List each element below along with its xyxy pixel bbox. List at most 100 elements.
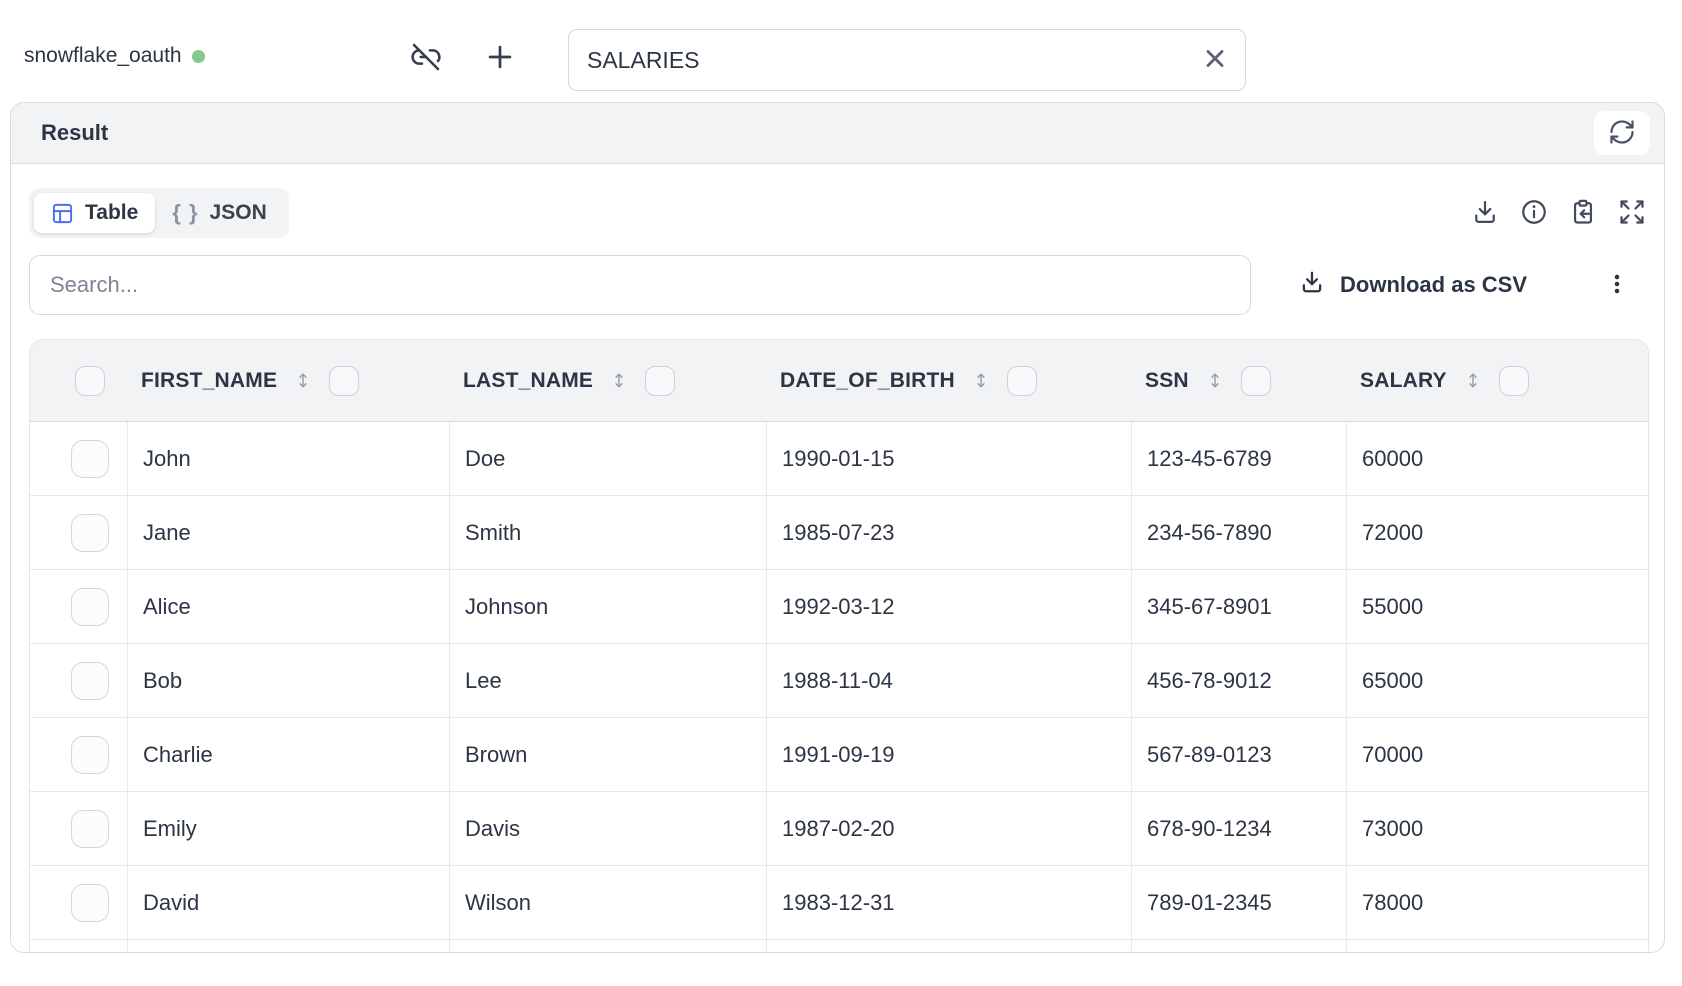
table-body: John Doe 1990-01-15 123-45-6789 60000 Jane Smi… bbox=[30, 422, 1648, 952]
view-toggle-row: Table { } JSON bbox=[29, 188, 1646, 238]
table-cell: Charlie bbox=[128, 718, 450, 791]
table-name-field bbox=[568, 29, 1246, 91]
row-checkbox[interactable] bbox=[70, 809, 109, 848]
row-select-cell bbox=[30, 792, 128, 865]
row-select-cell bbox=[30, 644, 128, 717]
connection-label: snowflake_oauth bbox=[24, 44, 205, 68]
table-cell: 789-01-2345 bbox=[1132, 866, 1347, 939]
column-header-ssn: SSN bbox=[1132, 365, 1347, 396]
connection-name: snowflake_oauth bbox=[24, 44, 182, 67]
column-header-label: SALARY bbox=[1360, 368, 1447, 392]
column-header-label: FIRST_NAME bbox=[141, 368, 278, 392]
view-toggle: Table { } JSON bbox=[29, 188, 289, 238]
row-select-cell bbox=[30, 718, 128, 791]
table-cell: Lee bbox=[450, 644, 767, 717]
column-header-label: SSN bbox=[1145, 368, 1189, 392]
row-checkbox[interactable] bbox=[70, 439, 109, 478]
table-cell: 678-90-1234 bbox=[1132, 792, 1347, 865]
download-csv-button[interactable]: Download as CSV bbox=[1299, 269, 1527, 301]
table-cell: Johnson bbox=[450, 570, 767, 643]
result-table: FIRST_NAME LAST_NAME DATE_OF_BIRTH SSN SALAR… bbox=[29, 339, 1649, 952]
column-checkbox[interactable] bbox=[1498, 365, 1529, 396]
table-row: David Wilson 1983-12-31 789-01-2345 78000 bbox=[30, 866, 1648, 940]
table-cell bbox=[128, 940, 450, 952]
table-cell: 123-45-6789 bbox=[1132, 422, 1347, 495]
sort-icon[interactable] bbox=[1463, 368, 1483, 393]
table-cell bbox=[1347, 940, 1648, 952]
result-panel: Result Table bbox=[10, 102, 1665, 953]
table-cell: 65000 bbox=[1362, 667, 1424, 693]
download-csv-label: Download as CSV bbox=[1340, 272, 1528, 297]
disconnect-button[interactable] bbox=[408, 40, 444, 76]
download-icon bbox=[1471, 198, 1499, 229]
download-result-button[interactable] bbox=[1471, 198, 1499, 229]
table-cell: Wilson bbox=[450, 866, 767, 939]
search-input[interactable] bbox=[29, 255, 1251, 315]
info-button[interactable] bbox=[1520, 198, 1548, 229]
row-checkbox[interactable] bbox=[70, 661, 109, 700]
column-checkbox[interactable] bbox=[329, 365, 360, 396]
tab-json[interactable]: { } JSON bbox=[155, 193, 283, 233]
table-cell: Davis bbox=[450, 792, 767, 865]
top-bar: snowflake_oauth bbox=[0, 0, 1682, 102]
connection-status-dot bbox=[191, 49, 205, 63]
row-select-cell bbox=[30, 570, 128, 643]
table-cell: 72000 bbox=[1362, 519, 1424, 545]
refresh-button[interactable] bbox=[1594, 111, 1650, 155]
table-cell: 78000 bbox=[1362, 889, 1424, 915]
link-off-icon bbox=[410, 41, 442, 76]
column-header-salary: SALARY bbox=[1347, 365, 1648, 396]
x-icon bbox=[1201, 45, 1229, 76]
tab-table[interactable]: Table bbox=[34, 193, 156, 233]
table-cell bbox=[1132, 940, 1347, 952]
download-icon bbox=[1299, 269, 1325, 301]
table-cell: 1990-01-15 bbox=[767, 422, 1132, 495]
table-cell: Bob bbox=[128, 644, 450, 717]
column-header-label: DATE_OF_BIRTH bbox=[780, 368, 955, 392]
sort-icon[interactable] bbox=[971, 368, 991, 393]
table-row: John Doe 1990-01-15 123-45-6789 60000 bbox=[30, 422, 1648, 496]
copy-result-button[interactable] bbox=[1569, 198, 1597, 229]
column-header-last_name: LAST_NAME bbox=[450, 365, 767, 396]
result-panel-header: Result bbox=[11, 103, 1664, 164]
column-header-date_of_birth: DATE_OF_BIRTH bbox=[767, 365, 1132, 396]
table-name-input[interactable] bbox=[569, 30, 1245, 90]
row-select-cell bbox=[30, 940, 128, 952]
table-cell: 1988-11-04 bbox=[767, 644, 1132, 717]
row-checkbox[interactable] bbox=[70, 883, 109, 922]
tab-json-label: JSON bbox=[209, 201, 267, 224]
table-cell: 567-89-0123 bbox=[1132, 718, 1347, 791]
column-checkbox[interactable] bbox=[1240, 365, 1271, 396]
more-options-button[interactable] bbox=[1604, 271, 1630, 300]
clear-table-name-button[interactable] bbox=[1201, 45, 1229, 76]
row-checkbox[interactable] bbox=[70, 735, 109, 774]
table-cell bbox=[767, 940, 1132, 952]
select-all-checkbox[interactable] bbox=[75, 365, 105, 396]
table-grid-icon bbox=[51, 202, 74, 225]
add-query-button[interactable] bbox=[482, 40, 518, 76]
table-cell: 1983-12-31 bbox=[767, 866, 1132, 939]
search-row: Download as CSV bbox=[29, 255, 1646, 315]
table-cell: 456-78-9012 bbox=[1132, 644, 1347, 717]
table-cell: 60000 bbox=[1362, 445, 1424, 471]
select-all-header-cell bbox=[30, 365, 128, 396]
plus-icon bbox=[483, 40, 517, 77]
sort-icon[interactable] bbox=[609, 368, 629, 393]
table-row: Jane Smith 1985-07-23 234-56-7890 72000 bbox=[30, 496, 1648, 570]
table-cell: Jane bbox=[128, 496, 450, 569]
table-cell: Alice bbox=[128, 570, 450, 643]
column-checkbox[interactable] bbox=[1006, 365, 1037, 396]
table-cell: 55000 bbox=[1362, 593, 1424, 619]
table-cell: Doe bbox=[450, 422, 767, 495]
table-cell: 73000 bbox=[1362, 815, 1424, 841]
curly-braces-icon: { } bbox=[172, 200, 199, 225]
table-row: Emily Davis 1987-02-20 678-90-1234 73000 bbox=[30, 792, 1648, 866]
column-checkbox[interactable] bbox=[645, 365, 676, 396]
sort-icon[interactable] bbox=[293, 368, 313, 393]
sort-icon[interactable] bbox=[1205, 368, 1225, 393]
result-toolbar bbox=[1471, 198, 1646, 229]
row-checkbox[interactable] bbox=[70, 587, 109, 626]
table-cell: Emily bbox=[128, 792, 450, 865]
row-checkbox[interactable] bbox=[70, 513, 109, 552]
fullscreen-button[interactable] bbox=[1618, 198, 1646, 229]
